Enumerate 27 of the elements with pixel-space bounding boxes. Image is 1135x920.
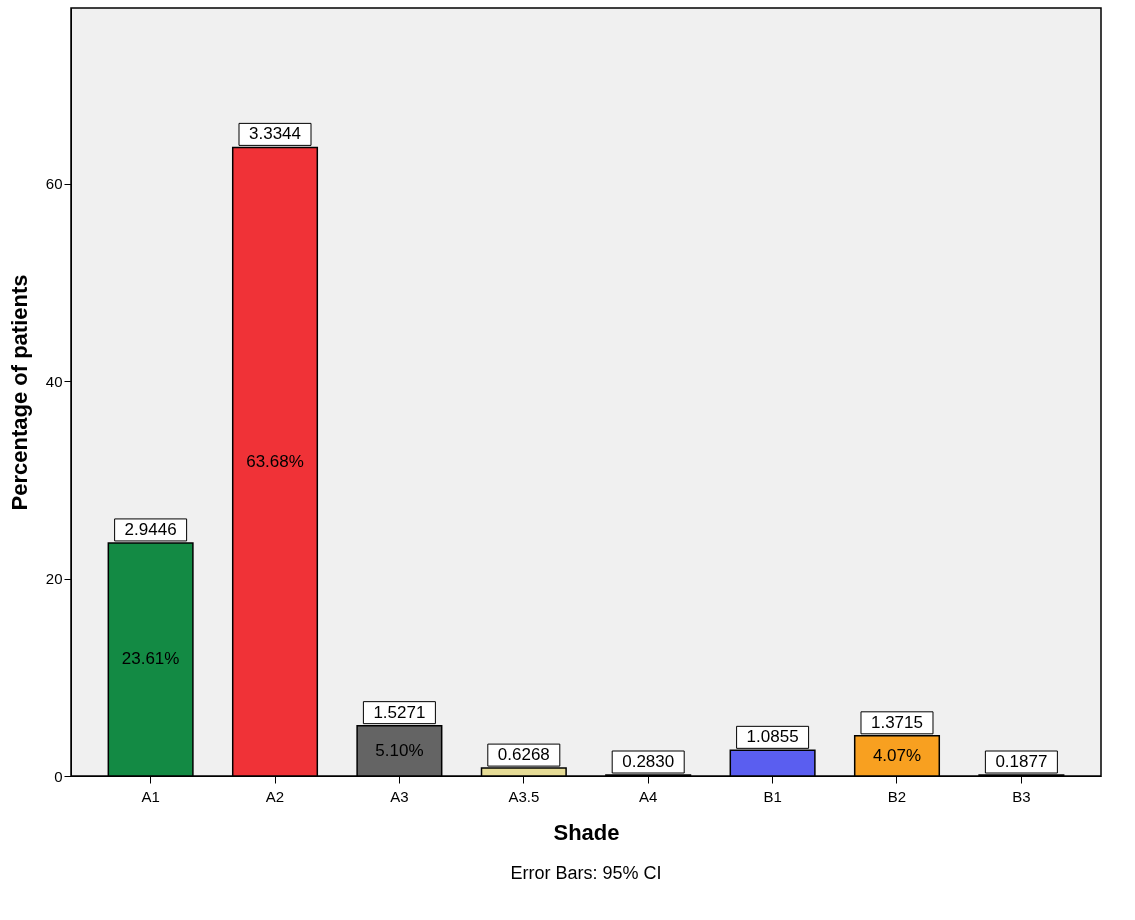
x-axis-title: Shade bbox=[553, 819, 620, 845]
annotation: 1.0855 bbox=[746, 727, 799, 747]
data-label: 23.61% bbox=[121, 649, 180, 669]
y-tick-label: 40 bbox=[45, 372, 63, 390]
x-tick-label: B3 bbox=[1012, 787, 1031, 805]
annotation: 2.9446 bbox=[124, 519, 177, 539]
y-axis-title: Percentage of patients bbox=[6, 274, 32, 511]
annotation: 3.3344 bbox=[249, 124, 302, 144]
data-label: 5.10% bbox=[375, 740, 424, 760]
x-tick-label: A2 bbox=[265, 787, 285, 805]
y-tick-label: 20 bbox=[45, 570, 63, 588]
x-tick-label: A4 bbox=[639, 787, 658, 805]
y-tick-label: 0 bbox=[54, 767, 63, 785]
annotation: 1.3715 bbox=[870, 712, 923, 732]
x-tick-label: B2 bbox=[887, 787, 907, 805]
annotation: 0.2830 bbox=[622, 752, 675, 772]
x-tick-label: A3 bbox=[390, 787, 409, 805]
data-label: 63.68% bbox=[246, 451, 304, 471]
annotation: 0.6268 bbox=[497, 745, 550, 765]
annotation: 0.1877 bbox=[995, 752, 1048, 772]
x-tick-label: A3.5 bbox=[508, 787, 540, 805]
x-tick-label: A1 bbox=[141, 787, 160, 805]
y-tick-label: 60 bbox=[45, 175, 63, 193]
text: Error Bars: 95% CI bbox=[510, 863, 662, 883]
annotation: 1.5271 bbox=[373, 702, 426, 722]
x-tick-label: B1 bbox=[763, 787, 782, 805]
data-label: 4.07% bbox=[872, 745, 922, 765]
